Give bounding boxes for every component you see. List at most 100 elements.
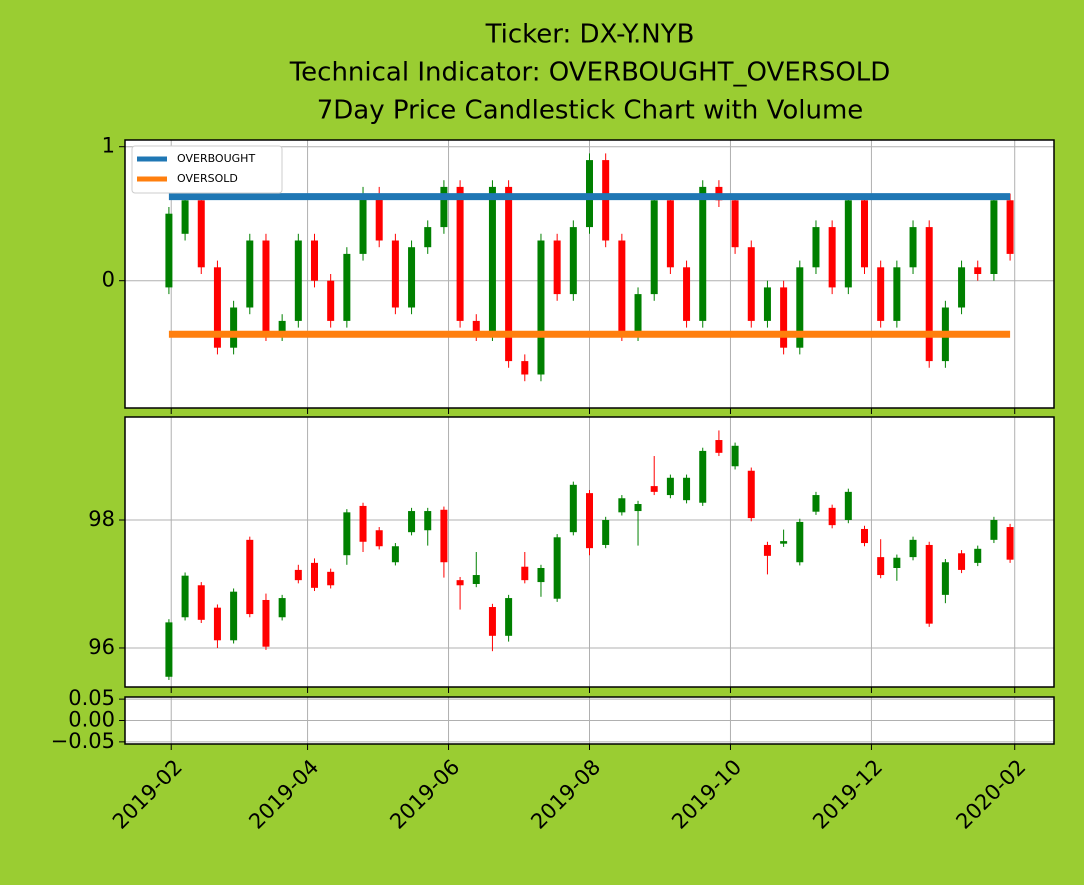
candle-body [699,450,707,503]
candle-body [375,193,383,241]
y-tick-label: 0 [102,268,115,292]
candle-body [375,530,383,547]
candle-body [165,622,173,677]
plot-frame [124,416,1055,688]
candle-body [440,186,448,228]
candle-body [408,247,416,308]
candle-body [488,607,496,636]
candle-body [505,186,513,362]
candle-body [683,267,691,321]
candle-body [958,553,966,570]
candle-body [310,562,318,588]
candle-body [634,504,642,512]
y-tick-label: 96 [88,635,115,659]
candle-body [327,280,335,321]
chart-title: Technical Indicator: OVERBOUGHT_OVERSOLD [289,58,891,88]
candle-body [472,575,480,584]
candle-body [456,580,464,586]
candle-body [181,200,189,234]
candle-body [602,520,610,545]
plot-frame [124,696,1055,745]
candle-body [197,200,205,268]
y-tick-label: −0.05 [51,729,115,753]
candle-body [165,213,173,288]
candle-body [553,240,561,295]
candle-body [796,521,804,563]
candle-body [666,200,674,268]
candle-body [958,267,966,308]
candle-body [844,491,852,521]
candle-body [877,267,885,321]
candle-body [634,294,642,335]
candle-body [230,591,238,641]
candle-body [391,240,399,308]
candle-body [780,541,788,544]
candle-body [650,486,658,492]
candle-body [925,227,933,362]
candle-body [990,200,998,274]
plot-frame [124,139,1055,409]
candle-body [731,200,739,248]
candle-body [1006,527,1014,560]
candle-body [844,200,852,288]
y-tick-label: 0.00 [68,708,115,732]
candle-body [586,493,593,549]
candle-body [941,562,949,595]
candle-body [812,227,820,268]
candle-body [197,585,205,620]
candle-body [537,567,545,583]
legend-box [131,145,283,194]
candle-body [861,200,869,268]
candle-body [909,227,917,268]
y-tick-label: 98 [88,507,115,531]
candle-body [683,477,691,501]
legend-label: OVERSOLD [177,172,238,185]
candle-body [877,557,885,576]
candle-body [246,539,254,615]
candle-body [780,287,788,348]
candle-body [488,186,496,335]
candle-body [359,193,367,254]
candle-body [650,200,658,295]
candle-body [472,320,480,335]
candle-body [408,511,416,533]
candle-body [343,512,351,556]
candle-body [974,267,982,274]
candle-body [230,307,238,348]
y-tick-label: 0.05 [68,686,115,710]
candle-body [440,509,448,563]
candle-body [181,575,189,618]
candle-body [731,445,739,467]
candle-body [213,267,221,348]
candle-body [327,571,335,586]
candle-body [569,484,577,533]
candle-body [747,470,755,519]
candle-body [861,528,869,544]
candle-body [278,598,286,618]
candle-body [213,607,221,641]
chart-title: 7Day Price Candlestick Chart with Volume [317,96,864,126]
candle-body [456,186,464,321]
candle-body [909,539,917,558]
candle-body [715,440,723,453]
candle-body [262,599,270,647]
candle-body [990,520,998,540]
candle-body [796,267,804,348]
candle-body [310,240,318,281]
candle-body [747,247,755,321]
candle-body [343,253,351,321]
candle-body [569,227,577,295]
candle-body [521,361,529,375]
candle-body [294,569,302,581]
candle-body [537,240,545,375]
candle-body [893,557,901,568]
candle-body [974,548,982,563]
candle-body [278,320,286,335]
candle-body [391,546,399,563]
candle-body [262,240,270,335]
candle-body [246,240,254,308]
candle-body [618,240,626,335]
candle-body [925,544,933,624]
candle-body [521,566,529,581]
